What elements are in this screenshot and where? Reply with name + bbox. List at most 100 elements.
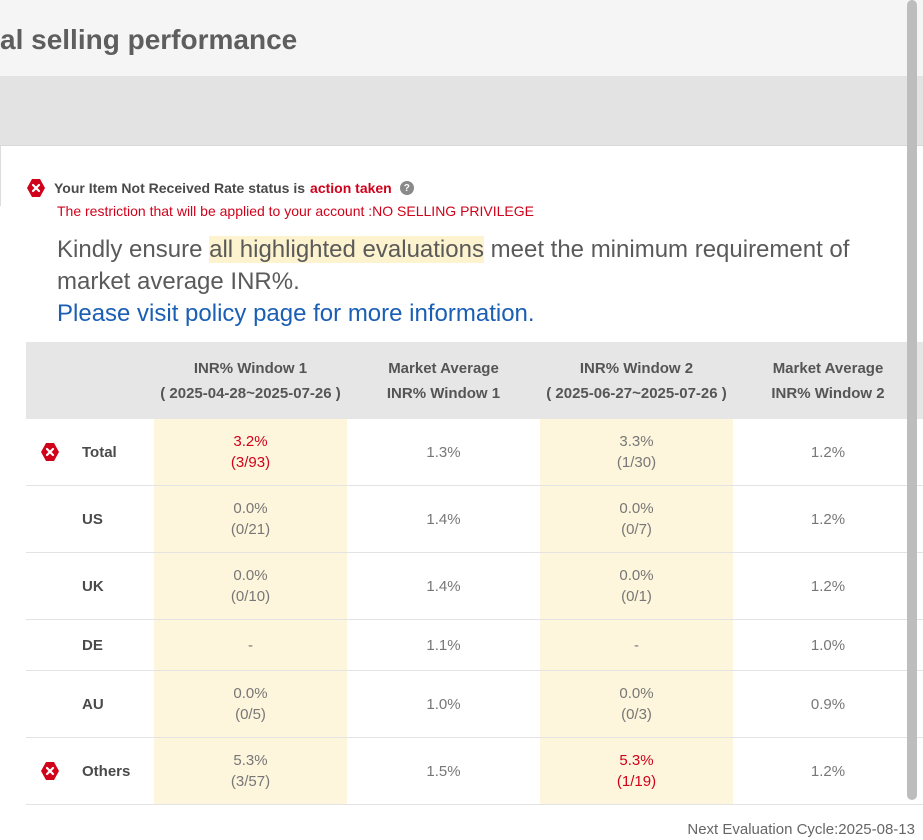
row-label-cell: UK	[26, 553, 154, 619]
error-icon	[27, 179, 45, 197]
header-cell-inr-window-2: INR% Window 2 ( 2025-06-27~2025-07-26 )	[540, 342, 733, 419]
cell-count: (3/93)	[230, 454, 271, 471]
header-cell-market-avg-1: Market Average INR% Window 1	[347, 342, 540, 419]
row-label-cell: Others	[26, 738, 154, 804]
error-icon	[41, 762, 59, 780]
header-line1: Market Average	[772, 359, 884, 377]
inr-window-1-cell: 5.3% (3/57)	[154, 738, 347, 804]
header-line1: INR% Window 2	[579, 359, 694, 377]
notice-text: Kindly ensure all highlighted evaluation…	[57, 234, 887, 298]
title-bar: al selling performance	[0, 0, 923, 76]
row-label: AU	[82, 695, 104, 713]
status-row: Your Item Not Received Rate status is ac…	[26, 178, 414, 198]
cell-count: (0/7)	[621, 521, 652, 538]
header-line1: Market Average	[388, 359, 499, 377]
header-line2: INR% Window 1	[386, 384, 501, 402]
cell-value: 0.9%	[810, 695, 846, 713]
page-title: al selling performance	[0, 24, 298, 55]
market-avg-1-cell: 1.4%	[347, 486, 540, 552]
cell-value: 0.0%	[233, 567, 268, 584]
cell-value: 1.4%	[426, 510, 461, 528]
inr-window-1-cell: 3.2% (3/93)	[154, 419, 347, 485]
market-avg-1-cell: 1.5%	[347, 738, 540, 804]
market-avg-2-cell: 1.2%	[733, 738, 923, 804]
table-body: Total 3.2% (3/93) 1.3% 3.3% (1/30) 1.2% US 0.0% (…	[26, 419, 923, 805]
cell-value: 1.5%	[426, 762, 461, 780]
notice-suffix: meet the minimum requirement of market a…	[57, 236, 850, 295]
inr-window-2-cell: -	[540, 620, 733, 670]
cell-count: (3/57)	[230, 773, 271, 790]
header-cell-market-avg-2: Market Average INR% Window 2	[733, 342, 923, 419]
table-row: Others 5.3% (3/57) 1.5% 5.3% (1/19) 1.2%	[26, 738, 923, 805]
market-avg-2-cell: 1.2%	[733, 486, 923, 552]
help-icon[interactable]: ?	[399, 181, 414, 195]
cell-count: (0/1)	[621, 588, 652, 605]
row-label-cell: AU	[26, 671, 154, 737]
table-row: US 0.0% (0/21) 1.4% 0.0% (0/7) 1.2%	[26, 486, 923, 553]
cell-value: 1.0%	[426, 695, 461, 713]
header-line1: INR% Window 1	[193, 359, 308, 377]
restriction-text: The restriction that will be applied to …	[57, 203, 534, 219]
panel-divider	[0, 146, 1, 206]
cell-value: 1.2%	[810, 443, 846, 461]
market-avg-1-cell: 1.4%	[347, 553, 540, 619]
cell-count: (0/3)	[621, 706, 652, 723]
cell-count: (0/10)	[230, 588, 271, 605]
row-label: DE	[82, 636, 103, 654]
header-cell-region	[26, 342, 154, 419]
row-label-cell: US	[26, 486, 154, 552]
cell-count: (0/21)	[230, 521, 271, 538]
inr-window-2-cell: 3.3% (1/30)	[540, 419, 733, 485]
cell-value: 0.0%	[619, 567, 654, 584]
inr-window-1-cell: 0.0% (0/10)	[154, 553, 347, 619]
market-avg-1-cell: 1.0%	[347, 671, 540, 737]
scrollbar[interactable]	[907, 0, 917, 800]
row-label: US	[82, 510, 103, 528]
cell-count: (0/5)	[235, 706, 266, 723]
cell-value: 1.4%	[426, 577, 461, 595]
inr-window-2-cell: 0.0% (0/7)	[540, 486, 733, 552]
cell-value: 3.2%	[233, 433, 268, 450]
market-avg-2-cell: 1.0%	[733, 620, 923, 670]
cell-value: 3.3%	[619, 433, 654, 450]
inr-window-1-cell: 0.0% (0/21)	[154, 486, 347, 552]
market-avg-2-cell: 1.2%	[733, 553, 923, 619]
cell-value: 1.1%	[426, 636, 461, 654]
evaluation-table: INR% Window 1 ( 2025-04-28~2025-07-26 ) …	[26, 342, 923, 805]
row-label: UK	[82, 577, 104, 595]
header-cell-inr-window-1: INR% Window 1 ( 2025-04-28~2025-07-26 )	[154, 342, 347, 419]
cell-value: 0.0%	[619, 500, 654, 517]
header-line2: ( 2025-06-27~2025-07-26 )	[546, 384, 727, 402]
market-avg-1-cell: 1.3%	[347, 419, 540, 485]
header-line2: INR% Window 2	[771, 384, 885, 402]
inr-window-2-cell: 5.3% (1/19)	[540, 738, 733, 804]
market-avg-1-cell: 1.1%	[347, 620, 540, 670]
status-text: Your Item Not Received Rate status is	[54, 180, 306, 196]
cell-count: (1/19)	[616, 773, 657, 790]
cell-value: 5.3%	[619, 752, 654, 769]
inr-window-1-cell: 0.0% (0/5)	[154, 671, 347, 737]
error-icon	[41, 443, 59, 461]
cell-value: 5.3%	[233, 752, 268, 769]
status-value: action taken	[310, 180, 392, 196]
header-line2: ( 2025-04-28~2025-07-26 )	[160, 384, 341, 402]
cell-value: -	[634, 636, 639, 654]
row-label: Others	[82, 762, 131, 780]
notice-highlight: all highlighted evaluations	[209, 236, 484, 263]
market-avg-2-cell: 1.2%	[733, 419, 923, 485]
section-band	[0, 76, 923, 146]
row-label-cell: Total	[26, 419, 154, 485]
table-row: Total 3.2% (3/93) 1.3% 3.3% (1/30) 1.2%	[26, 419, 923, 486]
cell-count: (1/30)	[616, 454, 657, 471]
table-row: DE - 1.1% - 1.0%	[26, 620, 923, 671]
cell-value: 1.2%	[810, 762, 846, 780]
next-evaluation-text: Next Evaluation Cycle:2025-08-13	[687, 821, 915, 838]
policy-link[interactable]: Please visit policy page for more inform…	[57, 300, 535, 327]
table-row: AU 0.0% (0/5) 1.0% 0.0% (0/3) 0.9%	[26, 671, 923, 738]
cell-value: 1.2%	[810, 510, 846, 528]
row-label-cell: DE	[26, 620, 154, 670]
inr-window-1-cell: -	[154, 620, 347, 670]
cell-value: 0.0%	[619, 685, 654, 702]
market-avg-2-cell: 0.9%	[733, 671, 923, 737]
cell-value: 1.3%	[426, 443, 461, 461]
